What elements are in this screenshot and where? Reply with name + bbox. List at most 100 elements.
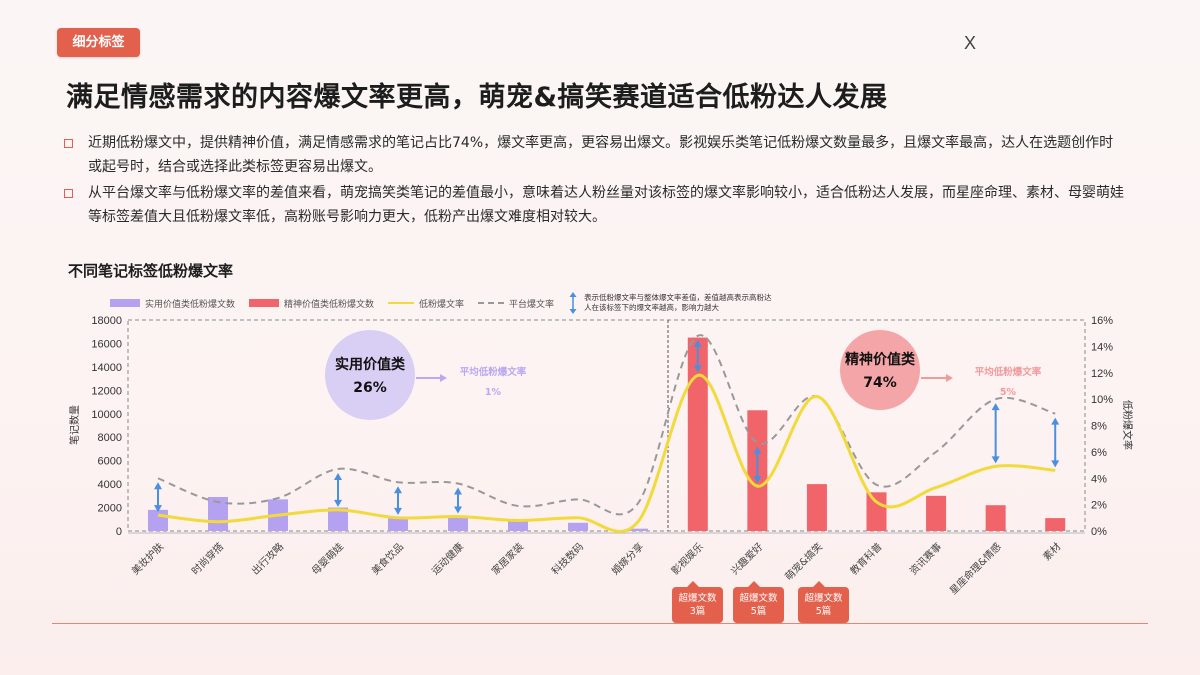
- category-label: 家居家装: [489, 540, 526, 577]
- category-label: 婚嫁分享: [609, 540, 646, 577]
- bar-practical: [148, 509, 168, 531]
- left-axis-tick: 4000: [98, 479, 122, 491]
- left-axis-tick: 14000: [91, 362, 122, 374]
- bubble-name: 实用价值类: [335, 357, 405, 373]
- callout-xingqu: 超爆文数 5篇: [733, 581, 784, 623]
- legend-label: 精神价值类低粉爆文数: [284, 299, 375, 310]
- bar-emotional: [926, 495, 947, 531]
- right-axis-tick: 10%: [1091, 394, 1113, 406]
- left-axis-tick: 12000: [91, 385, 122, 397]
- left-axis-tick: 0: [116, 526, 122, 538]
- bar-emotional: [687, 337, 708, 531]
- practical-avg-rate: 平均低粉爆文率 1%: [448, 363, 538, 403]
- right-axis-tick: 16%: [1091, 315, 1113, 327]
- callout-yingshi: 超爆文数 3篇: [672, 581, 723, 623]
- legend-arrow-note: 表示低粉爆文率与整体爆文率差值，差值越高表示高粉达人在该标签下的爆文率越高，影响…: [568, 291, 774, 315]
- category-label: 运动健康: [429, 540, 466, 577]
- legend-practical: 实用价值类低粉爆文数: [110, 297, 235, 310]
- legend-emotional: 精神价值类低粉爆文数: [249, 297, 374, 310]
- right-axis-tick: 8%: [1091, 421, 1107, 433]
- avg-value: 1%: [484, 387, 502, 398]
- right-axis-tick: 12%: [1091, 368, 1113, 380]
- right-axis-tick: 0%: [1091, 526, 1107, 538]
- close-button[interactable]: X: [964, 33, 977, 53]
- legend-swatch-line: [388, 302, 415, 304]
- category-label: 影视娱乐: [668, 540, 705, 577]
- avg-value: 5%: [999, 387, 1017, 398]
- legend-label: 实用价值类低粉爆文数: [145, 299, 236, 310]
- callout-line1: 超爆文数: [739, 593, 778, 604]
- bullet-text: 从平台爆文率与低粉爆文率的差值来看，萌宠搞笑类笔记的差值最小，意味着达人粉丝量对…: [88, 185, 1124, 225]
- bullet-square-icon: [64, 139, 73, 148]
- emotional-bubble: 精神价值类 74%: [840, 330, 920, 410]
- bar-practical: [328, 507, 348, 531]
- diff-arrow-icon: [753, 446, 762, 484]
- callout-line1: 超爆文数: [678, 593, 717, 604]
- category-label: 资讯赛事: [907, 540, 944, 577]
- bar-practical: [388, 516, 408, 531]
- category-label: 科技数码: [549, 540, 586, 577]
- double-arrow-icon: [569, 292, 577, 314]
- bullet-square-icon: [64, 189, 73, 198]
- category-label: 萌宠&搞笑: [782, 540, 825, 583]
- chart-title: 不同笔记标签低粉爆文率: [68, 262, 234, 280]
- category-label: 兴趣爱好: [728, 540, 765, 577]
- left-axis-tick: 6000: [98, 456, 122, 468]
- right-axis-tick: 2%: [1091, 500, 1107, 512]
- category-label: 时尚穿搭: [189, 540, 226, 577]
- left-axis-tick: 18000: [91, 315, 122, 327]
- callout-mengchong: 超爆文数 5篇: [798, 581, 849, 623]
- bar-emotional: [985, 505, 1006, 531]
- callout-line2: 5篇: [750, 606, 767, 617]
- practical-bubble: 实用价值类 26%: [325, 330, 415, 420]
- category-label: 出行攻略: [249, 540, 286, 577]
- legend-swatch-practical: [110, 299, 140, 307]
- diff-arrow-icon: [334, 473, 342, 507]
- bar-emotional: [866, 492, 887, 531]
- bar-practical: [508, 520, 528, 531]
- legend-swatch-dash: [478, 302, 505, 304]
- legend-platform-rate: 平台爆文率: [478, 297, 554, 310]
- bullet-item: 近期低粉爆文中，提供精神价值，满足情感需求的笔记占比74%，爆文率更高，更容易出…: [64, 131, 1124, 179]
- summary-bullets: 近期低粉爆文中，提供精神价值，满足情感需求的笔记占比74%，爆文率更高，更容易出…: [64, 131, 1124, 231]
- diff-arrow-icon: [991, 403, 1000, 464]
- left-axis-label: 笔记数量: [68, 405, 81, 445]
- category-label: 教育科普: [847, 540, 884, 577]
- legend-label: 平台爆文率: [509, 299, 555, 310]
- left-axis-tick: 2000: [98, 503, 122, 515]
- diff-arrow-icon: [454, 487, 462, 514]
- right-axis-tick: 14%: [1091, 341, 1113, 353]
- bar-practical: [568, 522, 588, 531]
- left-axis-tick: 10000: [91, 409, 122, 421]
- legend-note: 表示低粉爆文率与整体爆文率差值，差值越高表示高粉达人在该标签下的爆文率越高，影响…: [584, 293, 772, 312]
- bullet-item: 从平台爆文率与低粉爆文率的差值来看，萌宠搞笑类笔记的差值最小，意味着达人粉丝量对…: [64, 181, 1124, 229]
- section-tag: 细分标签: [57, 28, 140, 57]
- bullet-text: 近期低粉爆文中，提供精神价值，满足情感需求的笔记占比74%，爆文率更高，更容易出…: [88, 135, 1114, 175]
- bubble-pct: 74%: [863, 375, 897, 391]
- footer-divider: [52, 623, 1148, 624]
- right-axis-tick: 6%: [1091, 447, 1107, 459]
- arrow-right-icon: [440, 374, 447, 382]
- page-title: 满足情感需求的内容爆文率更高，萌宠&搞笑赛道适合低粉达人发展: [66, 82, 888, 113]
- callout-line2: 3篇: [689, 606, 706, 617]
- category-label: 母婴萌娃: [309, 540, 346, 577]
- chart-legend: 实用价值类低粉爆文数 精神价值类低粉爆文数 低粉爆文率 平台爆文率 表示低粉爆文…: [110, 291, 788, 315]
- avg-label: 平均低粉爆文率: [974, 367, 1042, 378]
- bar-practical: [448, 515, 468, 531]
- category-label: 美食饮品: [369, 540, 406, 577]
- bar-emotional: [806, 484, 827, 531]
- category-label: 星座命理&情感: [947, 540, 1004, 597]
- callout-line1: 超爆文数: [804, 593, 843, 604]
- legend-low-fan-rate: 低粉爆文率: [388, 297, 464, 310]
- bubble-name: 精神价值类: [845, 352, 915, 368]
- legend-label: 低粉爆文率: [419, 299, 465, 310]
- avg-label: 平均低粉爆文率: [459, 367, 527, 378]
- bubble-pct: 26%: [353, 380, 387, 396]
- category-label: 美妆护肤: [129, 540, 166, 577]
- diff-arrow-icon: [1051, 417, 1060, 468]
- emotional-avg-rate: 平均低粉爆文率 5%: [958, 363, 1058, 403]
- right-axis-tick: 4%: [1091, 473, 1107, 485]
- platform-rate-line: [157, 334, 1056, 516]
- left-axis-tick: 8000: [98, 432, 122, 444]
